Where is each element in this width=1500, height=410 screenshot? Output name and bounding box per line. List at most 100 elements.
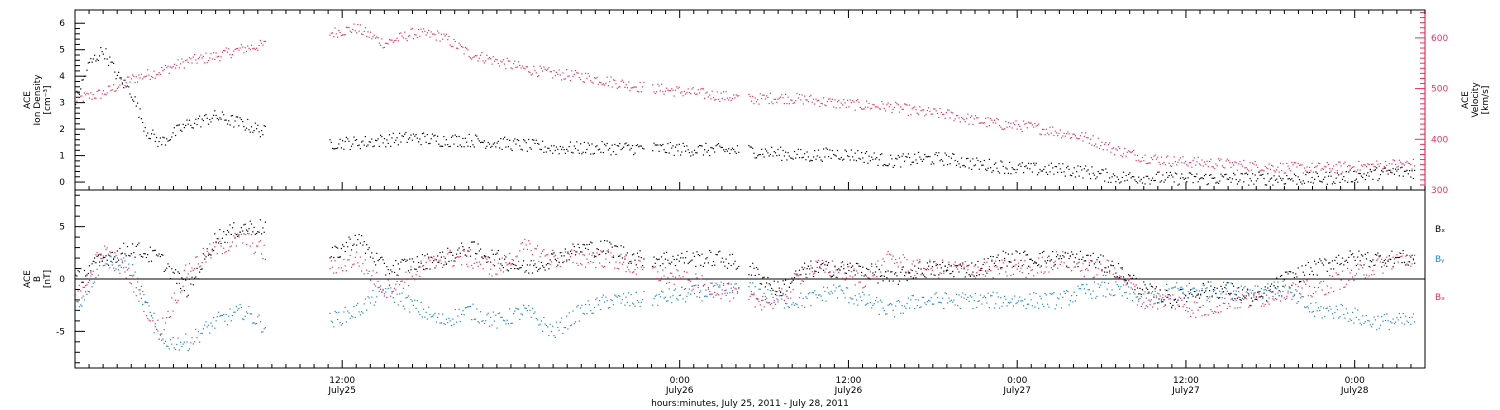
by-series-point — [538, 324, 540, 326]
bz-series-point — [991, 259, 993, 261]
density-series-point — [1136, 182, 1139, 184]
by-series-point — [464, 307, 466, 309]
velocity-series-point — [462, 46, 464, 48]
velocity-series-point — [358, 30, 360, 32]
bx-series-point — [609, 241, 611, 243]
velocity-series-point — [393, 40, 396, 42]
density-series-point — [580, 143, 582, 145]
bx-series-point — [993, 262, 995, 264]
density-series-point — [947, 164, 949, 166]
by-series-point — [566, 315, 568, 317]
velocity-series-point — [452, 45, 454, 47]
velocity-series-point — [1374, 166, 1376, 168]
bz-series-point — [364, 259, 366, 261]
velocity-series-point — [688, 92, 690, 94]
bz-series-point — [591, 254, 593, 256]
bx-series-point — [388, 273, 391, 275]
density-series-point — [1150, 179, 1152, 181]
bx-series-point — [259, 219, 261, 221]
bz-series-point — [476, 261, 478, 263]
by-series-point — [1133, 291, 1135, 293]
velocity-series-point — [430, 31, 432, 33]
density-series-point — [1325, 171, 1327, 173]
density-series-point — [1305, 174, 1307, 176]
by-series-point — [820, 295, 822, 297]
by-series-point — [1398, 313, 1400, 315]
by-series-point — [516, 308, 518, 310]
bx-series-point — [81, 281, 83, 283]
velocity-series-point — [248, 47, 250, 49]
by-series-point — [944, 292, 946, 294]
bx-series-point — [548, 268, 550, 270]
bx-series-point — [215, 241, 217, 243]
by-series-point — [720, 281, 722, 283]
density-series-point — [720, 146, 722, 149]
bz-series-point — [833, 271, 835, 273]
bx-series-point — [391, 271, 393, 273]
bx-series-point — [438, 261, 440, 264]
bz-series-point — [1315, 291, 1317, 293]
density-series-point — [97, 59, 99, 62]
bz-series-point — [248, 233, 250, 235]
velocity-series-point — [869, 108, 871, 110]
bx-series-point — [1255, 298, 1257, 300]
density-series-point — [1306, 171, 1308, 173]
density-series-point — [442, 145, 444, 147]
by-series-point — [1119, 288, 1121, 290]
density-series-point — [240, 118, 242, 121]
density-series-point — [142, 121, 144, 124]
density-series-point — [1171, 174, 1173, 176]
density-series-point — [630, 147, 632, 149]
bx-series-point — [1004, 257, 1006, 260]
velocity-series-point — [88, 97, 91, 99]
velocity-series-point — [1095, 143, 1097, 145]
bx-series-point — [1269, 285, 1271, 287]
bz-series-point — [1352, 276, 1354, 278]
density-series-point — [673, 154, 675, 156]
density-series-point — [681, 151, 683, 153]
density-series-point — [1371, 171, 1373, 173]
velocity-series-point — [521, 65, 523, 67]
bx-series-point — [523, 260, 525, 262]
velocity-series-point — [1049, 126, 1051, 128]
bz-series-point — [973, 265, 975, 267]
density-series-point — [1283, 183, 1285, 185]
bz-series-point — [854, 284, 856, 286]
by-series-point — [120, 266, 122, 268]
by-series-point — [218, 311, 220, 313]
by-series-point — [132, 264, 134, 266]
bx-series-point — [152, 250, 154, 252]
density-series-point — [261, 130, 263, 132]
by-series-point — [696, 296, 698, 298]
velocity-series-point — [782, 97, 784, 99]
density-series-point — [785, 151, 787, 153]
bx-series-point — [544, 269, 546, 271]
density-series-point — [707, 149, 709, 151]
velocity-series-point — [175, 67, 177, 69]
by-series-point — [591, 312, 593, 314]
bz-series-point — [543, 249, 545, 251]
density-series-point — [1336, 172, 1338, 174]
velocity-series-point — [824, 104, 826, 106]
bfield-title-line: B — [33, 276, 43, 282]
by-series-point — [111, 261, 113, 264]
density-series-point — [1291, 178, 1293, 180]
bz-series-point — [459, 256, 461, 258]
by-series-point — [425, 311, 427, 313]
by-series-point — [678, 294, 680, 297]
by-series-point — [905, 307, 907, 309]
velocity-series-point — [676, 86, 678, 88]
velocity-series-point — [99, 89, 101, 91]
bz-series-point — [719, 284, 721, 286]
velocity-series-point — [391, 39, 393, 41]
by-series-point — [639, 305, 641, 308]
by-series-point — [391, 292, 393, 294]
by-series-point — [1162, 294, 1164, 296]
density-series-point — [1357, 181, 1359, 183]
bz-series-point — [123, 267, 125, 269]
velocity-series-point — [173, 63, 175, 65]
density-series-point — [547, 147, 549, 149]
bz-series-point — [576, 262, 578, 264]
by-series-point — [372, 290, 374, 292]
by-series-point — [86, 293, 88, 295]
